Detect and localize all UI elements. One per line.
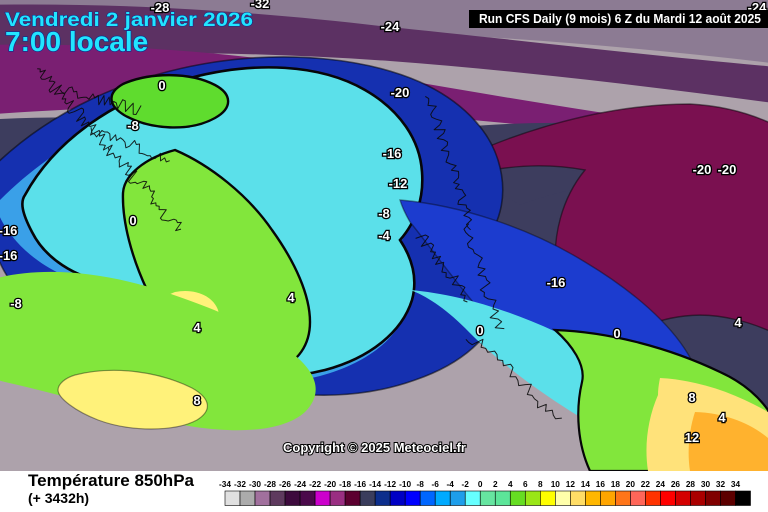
svg-text:-18: -18	[339, 479, 351, 489]
svg-text:-28: -28	[264, 479, 276, 489]
svg-text:16: 16	[596, 479, 606, 489]
svg-text:0: 0	[478, 479, 483, 489]
svg-text:-22: -22	[309, 479, 321, 489]
svg-text:Copyright © 2025 Meteociel.fr: Copyright © 2025 Meteociel.fr	[283, 440, 466, 455]
svg-text:26: 26	[671, 479, 681, 489]
svg-text:Run CFS Daily (9 mois) 6 Z du: Run CFS Daily (9 mois) 6 Z du Mardi 12 a…	[479, 11, 761, 26]
svg-text:18: 18	[611, 479, 621, 489]
svg-text:-20: -20	[391, 85, 410, 100]
svg-text:-20: -20	[324, 479, 336, 489]
svg-text:-32: -32	[251, 0, 270, 11]
svg-text:Température 850hPa: Température 850hPa	[28, 471, 195, 490]
svg-text:-16: -16	[0, 223, 17, 238]
svg-text:10: 10	[551, 479, 561, 489]
svg-text:-8: -8	[10, 296, 22, 311]
svg-text:0: 0	[129, 213, 136, 228]
svg-text:-16: -16	[547, 275, 566, 290]
svg-text:24: 24	[656, 479, 666, 489]
svg-text:-20: -20	[718, 162, 737, 177]
svg-text:-8: -8	[378, 206, 390, 221]
svg-text:-16: -16	[0, 248, 17, 263]
svg-text:-32: -32	[234, 479, 246, 489]
svg-text:-26: -26	[279, 479, 291, 489]
svg-text:-8: -8	[416, 479, 424, 489]
svg-text:-24: -24	[294, 479, 306, 489]
svg-text:12: 12	[566, 479, 576, 489]
svg-text:-16: -16	[354, 479, 366, 489]
svg-text:34: 34	[731, 479, 741, 489]
svg-text:-4: -4	[378, 228, 390, 243]
svg-text:0: 0	[476, 323, 483, 338]
svg-text:20: 20	[626, 479, 636, 489]
svg-text:-12: -12	[384, 479, 396, 489]
svg-text:-2: -2	[462, 479, 470, 489]
svg-text:8: 8	[538, 479, 543, 489]
svg-text:-10: -10	[399, 479, 411, 489]
svg-text:-20: -20	[693, 162, 712, 177]
svg-text:4: 4	[718, 410, 726, 425]
svg-text:14: 14	[581, 479, 591, 489]
svg-text:-4: -4	[447, 479, 455, 489]
svg-text:7:00 locale: 7:00 locale	[5, 26, 148, 57]
svg-text:4: 4	[193, 320, 201, 335]
svg-text:12: 12	[685, 430, 699, 445]
svg-text:-6: -6	[432, 479, 440, 489]
svg-text:4: 4	[508, 479, 513, 489]
svg-text:-12: -12	[389, 176, 408, 191]
svg-text:-8: -8	[127, 118, 139, 133]
svg-text:28: 28	[686, 479, 696, 489]
svg-text:-34: -34	[219, 479, 231, 489]
svg-text:8: 8	[193, 393, 200, 408]
svg-text:-24: -24	[381, 19, 401, 34]
svg-text:32: 32	[716, 479, 726, 489]
svg-text:-14: -14	[369, 479, 381, 489]
svg-text:(+ 3432h): (+ 3432h)	[28, 490, 89, 506]
svg-text:6: 6	[523, 479, 528, 489]
svg-text:0: 0	[158, 78, 165, 93]
svg-text:22: 22	[641, 479, 651, 489]
svg-text:30: 30	[701, 479, 711, 489]
svg-text:2: 2	[493, 479, 498, 489]
svg-text:0: 0	[613, 326, 620, 341]
svg-text:4: 4	[734, 315, 742, 330]
svg-text:-30: -30	[249, 479, 261, 489]
svg-text:8: 8	[688, 390, 695, 405]
svg-text:4: 4	[287, 290, 295, 305]
svg-text:-16: -16	[383, 146, 402, 161]
